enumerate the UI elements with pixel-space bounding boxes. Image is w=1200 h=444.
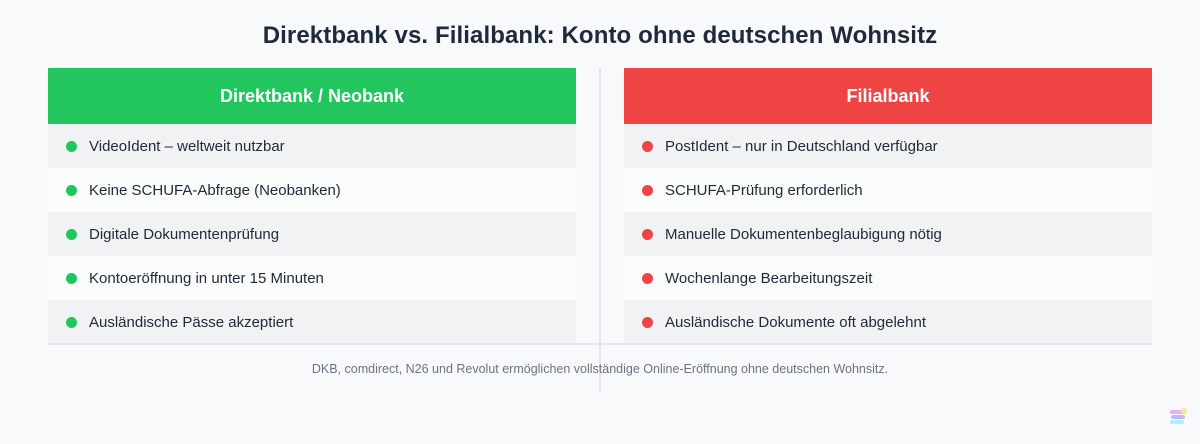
list-item-label: PostIdent – nur in Deutschland verfügbar bbox=[665, 137, 938, 155]
green-dot-icon bbox=[66, 316, 77, 328]
green-dot-icon bbox=[66, 228, 77, 240]
footnote: DKB, comdirect, N26 und Revolut ermöglic… bbox=[311, 362, 889, 376]
list-item: VideoIdent – weltweit nutzbar bbox=[48, 124, 576, 168]
direktbank-header: Direktbank / Neobank bbox=[48, 68, 576, 124]
list-item-label: VideoIdent – weltweit nutzbar bbox=[89, 137, 285, 155]
red-dot-icon bbox=[642, 140, 653, 152]
list-item-label: Manuelle Dokumentenbeglaubigung nötig bbox=[665, 225, 942, 243]
list-item-label: Ausländische Dokumente oft abgelehnt bbox=[665, 313, 927, 331]
direktbank-list: VideoIdent – weltweit nutzbar Keine SCHU… bbox=[48, 124, 576, 344]
green-dot-icon bbox=[66, 272, 77, 284]
list-item-label: Ausländische Pässe akzeptiert bbox=[89, 313, 294, 331]
filialbank-column: Filialbank PostIdent – nur in Deutschlan… bbox=[624, 68, 1152, 344]
list-item: PostIdent – nur in Deutschland verfügbar bbox=[624, 124, 1152, 168]
list-item-label: Kontoeröffnung in unter 15 Minuten bbox=[89, 269, 324, 287]
direktbank-column: Direktbank / Neobank VideoIdent – weltwe… bbox=[48, 68, 576, 344]
list-item: Digitale Dokumentenprüfung bbox=[48, 212, 576, 256]
list-item: Kontoeröffnung in unter 15 Minuten bbox=[48, 256, 576, 300]
list-item-label: SCHUFA-Prüfung erforderlich bbox=[665, 181, 863, 199]
page-title: Direktbank vs. Filialbank: Konto ohne de… bbox=[262, 22, 938, 49]
red-dot-icon bbox=[642, 228, 653, 240]
list-item-label: Keine SCHUFA-Abfrage (Neobanken) bbox=[89, 181, 341, 199]
table-bottom-border bbox=[48, 343, 1152, 345]
list-item: Wochenlange Bearbeitungszeit bbox=[624, 256, 1152, 300]
coin-stack-icon bbox=[1168, 406, 1188, 428]
list-item: Ausländische Pässe akzeptiert bbox=[48, 300, 576, 344]
list-item: SCHUFA-Prüfung erforderlich bbox=[624, 168, 1152, 212]
green-dot-icon bbox=[66, 140, 77, 152]
column-divider bbox=[599, 68, 601, 392]
red-dot-icon bbox=[642, 316, 653, 328]
list-item: Keine SCHUFA-Abfrage (Neobanken) bbox=[48, 168, 576, 212]
list-item-label: Wochenlange Bearbeitungszeit bbox=[665, 269, 873, 287]
filialbank-header: Filialbank bbox=[624, 68, 1152, 124]
red-dot-icon bbox=[642, 184, 653, 196]
red-dot-icon bbox=[642, 272, 653, 284]
list-item: Manuelle Dokumentenbeglaubigung nötig bbox=[624, 212, 1152, 256]
list-item: Ausländische Dokumente oft abgelehnt bbox=[624, 300, 1152, 344]
filialbank-list: PostIdent – nur in Deutschland verfügbar… bbox=[624, 124, 1152, 344]
green-dot-icon bbox=[66, 184, 77, 196]
list-item-label: Digitale Dokumentenprüfung bbox=[89, 225, 280, 243]
